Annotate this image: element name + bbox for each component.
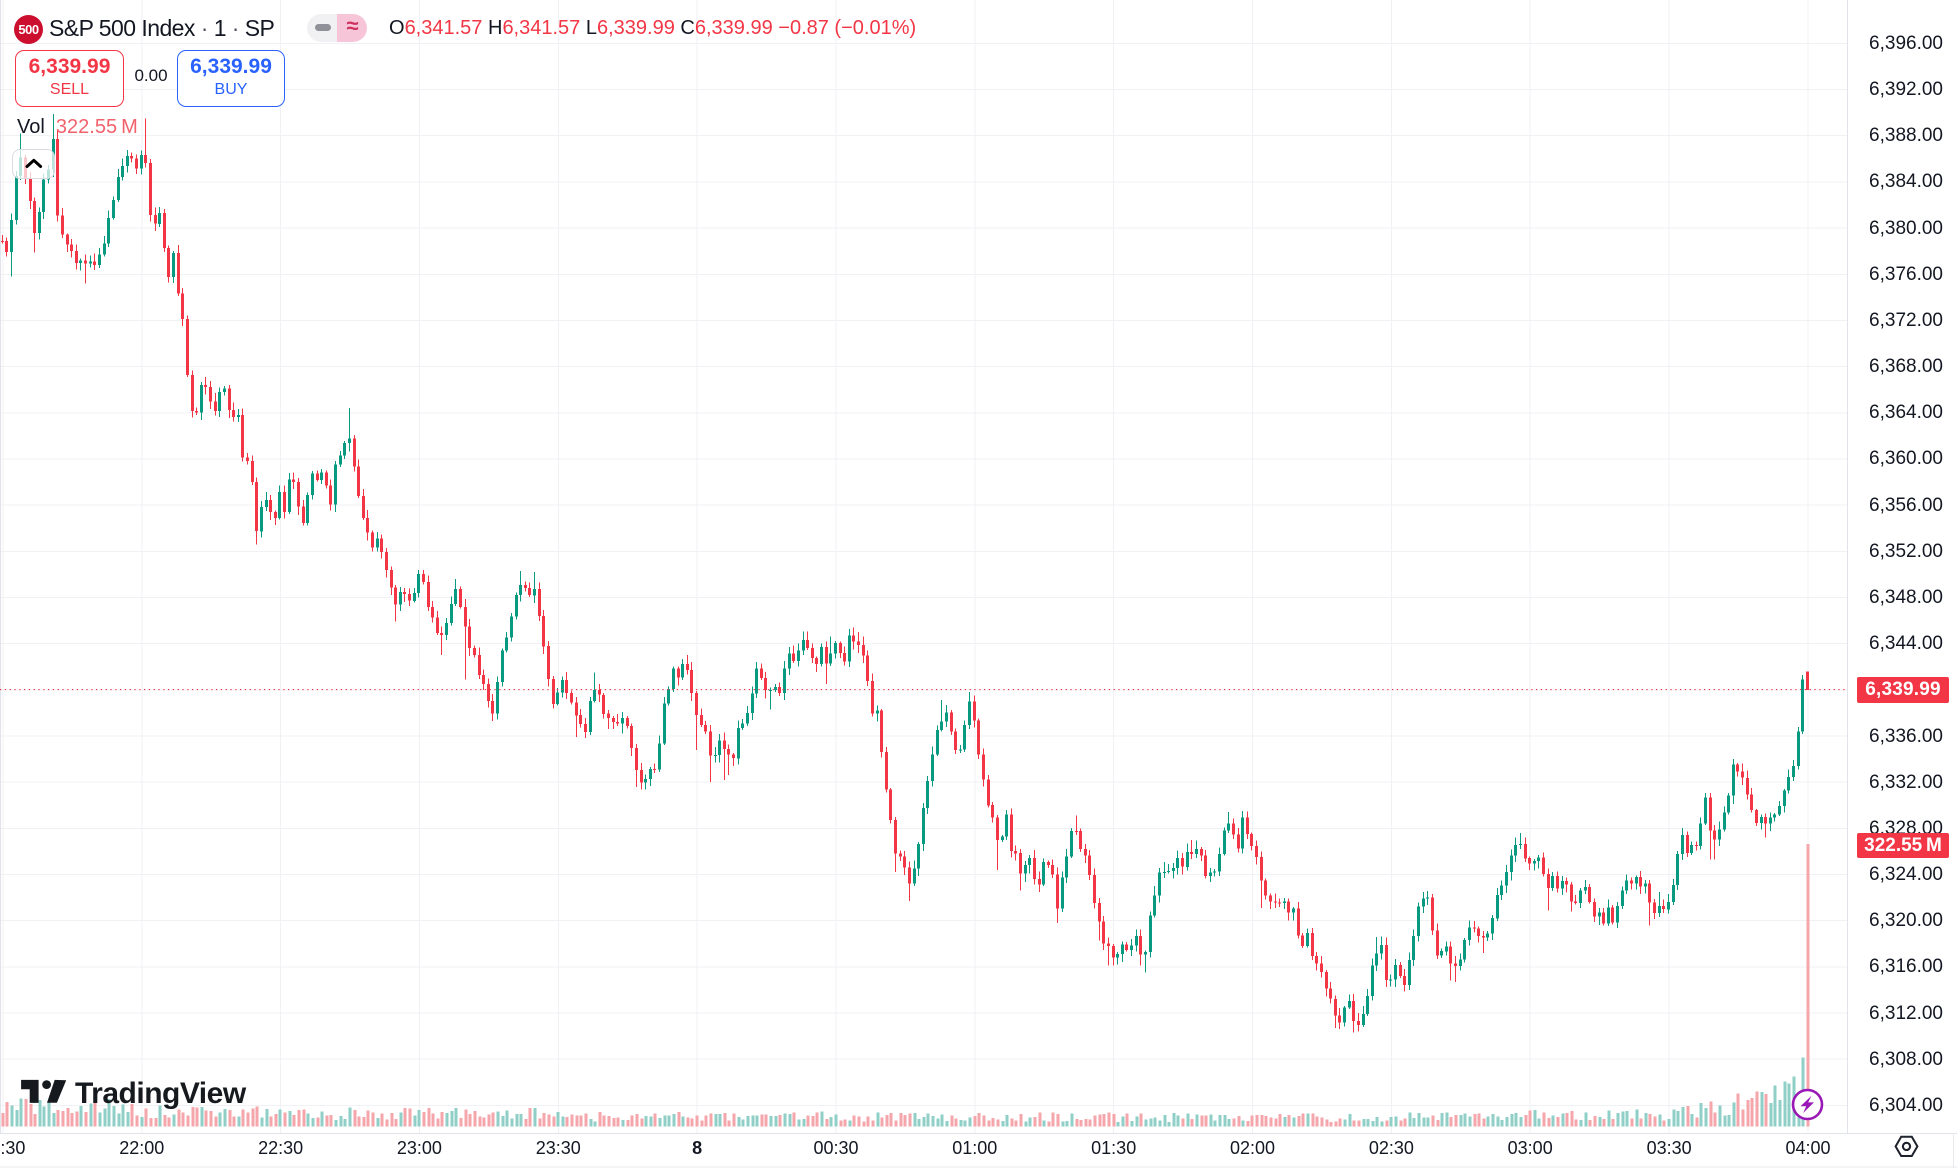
svg-text:TradingView: TradingView bbox=[75, 1078, 247, 1110]
